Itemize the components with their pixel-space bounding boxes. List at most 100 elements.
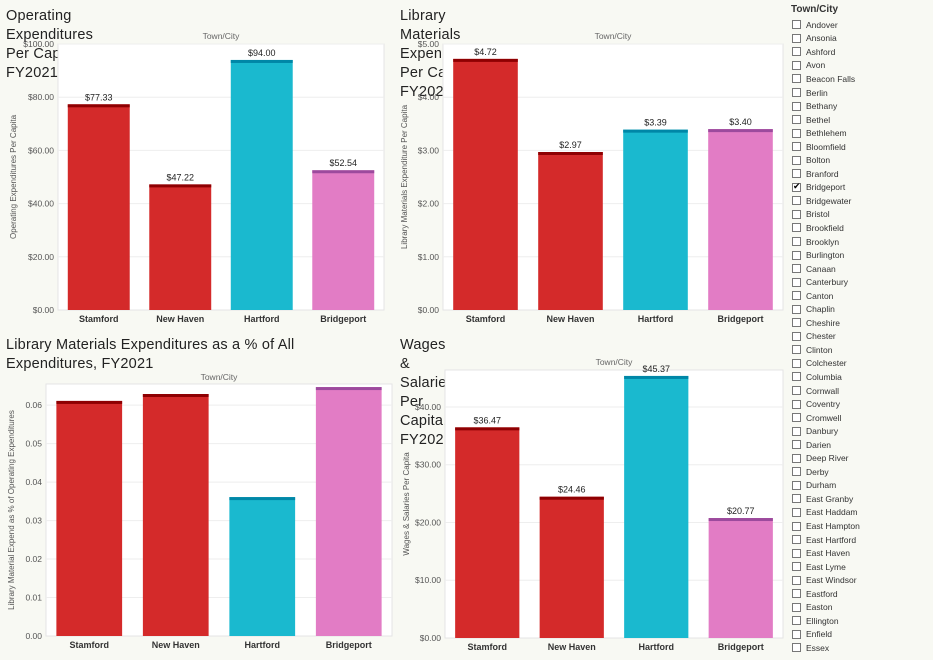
bar-stamford[interactable] — [67, 104, 130, 310]
filter-item[interactable]: Darien — [789, 438, 929, 452]
filter-checkbox[interactable] — [792, 345, 801, 355]
filter-checkbox[interactable] — [792, 440, 801, 450]
filter-item[interactable]: Coventry — [789, 397, 929, 411]
filter-item[interactable]: Durham — [789, 479, 929, 493]
bar-new-haven[interactable] — [142, 394, 209, 636]
filter-checkbox[interactable] — [792, 115, 801, 125]
filter-item[interactable]: Bristol — [789, 208, 929, 222]
bar-stamford[interactable] — [56, 400, 123, 636]
filter-checkbox[interactable] — [792, 318, 801, 328]
filter-checkbox[interactable] — [792, 548, 801, 558]
filter-item[interactable]: Clinton — [789, 343, 929, 357]
filter-checkbox[interactable] — [792, 616, 801, 626]
filter-item[interactable]: Beacon Falls — [789, 72, 929, 86]
filter-item[interactable]: Brookfield — [789, 221, 929, 235]
filter-item[interactable]: East Windsor — [789, 573, 929, 587]
filter-checkbox[interactable] — [792, 47, 801, 57]
bar-hartford[interactable] — [229, 497, 296, 636]
filter-checkbox[interactable] — [792, 264, 801, 274]
filter-checkbox[interactable] — [792, 480, 801, 490]
filter-checkbox[interactable] — [792, 169, 801, 179]
filter-checkbox[interactable] — [792, 521, 801, 531]
filter-item[interactable]: Essex — [789, 641, 929, 655]
filter-item[interactable]: Cromwell — [789, 411, 929, 425]
filter-item[interactable]: Brooklyn — [789, 235, 929, 249]
filter-checkbox[interactable] — [792, 535, 801, 545]
filter-item[interactable]: Colchester — [789, 357, 929, 371]
filter-item[interactable]: Columbia — [789, 370, 929, 384]
filter-checkbox[interactable] — [792, 182, 801, 192]
filter-checkbox[interactable] — [792, 507, 801, 517]
filter-checkbox[interactable] — [792, 602, 801, 612]
bar-hartford[interactable] — [623, 129, 688, 310]
filter-checkbox[interactable] — [792, 237, 801, 247]
bar-bridgeport[interactable] — [708, 518, 773, 638]
bar-bridgeport[interactable] — [708, 129, 773, 310]
filter-checkbox[interactable] — [792, 467, 801, 477]
filter-item[interactable]: Bethlehem — [789, 126, 929, 140]
filter-item[interactable]: Branford — [789, 167, 929, 181]
filter-checkbox[interactable] — [792, 250, 801, 260]
filter-checkbox[interactable] — [792, 155, 801, 165]
bar-bridgeport[interactable] — [315, 387, 382, 636]
filter-item[interactable]: Bridgeport — [789, 181, 929, 195]
bar-new-haven[interactable] — [538, 151, 603, 310]
filter-checkbox[interactable] — [792, 562, 801, 572]
filter-checkbox[interactable] — [792, 304, 801, 314]
filter-item[interactable]: Deep River — [789, 452, 929, 466]
filter-item[interactable]: Easton — [789, 601, 929, 615]
filter-checkbox[interactable] — [792, 142, 801, 152]
filter-item[interactable]: East Lyme — [789, 560, 929, 574]
filter-item[interactable]: Avon — [789, 59, 929, 73]
filter-item[interactable]: Eastford — [789, 587, 929, 601]
bar-new-haven[interactable] — [539, 496, 604, 638]
filter-checkbox[interactable] — [792, 426, 801, 436]
bar-stamford[interactable] — [453, 58, 518, 311]
filter-checkbox[interactable] — [792, 209, 801, 219]
filter-checkbox[interactable] — [792, 33, 801, 43]
bar-hartford[interactable] — [624, 375, 689, 638]
filter-checkbox[interactable] — [792, 453, 801, 463]
bar-stamford[interactable] — [455, 427, 520, 638]
bar-bridgeport[interactable] — [312, 170, 375, 310]
filter-checkbox[interactable] — [792, 20, 801, 30]
filter-checkbox[interactable] — [792, 629, 801, 639]
filter-checkbox[interactable] — [792, 331, 801, 341]
filter-item[interactable]: Enfield — [789, 628, 929, 642]
filter-checkbox[interactable] — [792, 101, 801, 111]
filter-item[interactable]: Cheshire — [789, 316, 929, 330]
filter-item[interactable]: Ashford — [789, 45, 929, 59]
filter-checkbox[interactable] — [792, 399, 801, 409]
filter-item[interactable]: Bridgewater — [789, 194, 929, 208]
filter-item[interactable]: East Hampton — [789, 519, 929, 533]
filter-item[interactable]: East Granby — [789, 492, 929, 506]
filter-item[interactable]: Ansonia — [789, 32, 929, 46]
filter-item[interactable]: East Haddam — [789, 506, 929, 520]
filter-checkbox[interactable] — [792, 575, 801, 585]
filter-item[interactable]: Chaplin — [789, 302, 929, 316]
filter-checkbox[interactable] — [792, 386, 801, 396]
filter-item[interactable]: Bethel — [789, 113, 929, 127]
filter-checkbox[interactable] — [792, 291, 801, 301]
filter-checkbox[interactable] — [792, 223, 801, 233]
filter-item[interactable]: Burlington — [789, 248, 929, 262]
filter-checkbox[interactable] — [792, 128, 801, 138]
filter-checkbox[interactable] — [792, 277, 801, 287]
filter-item[interactable]: Andover — [789, 18, 929, 32]
filter-item[interactable]: Cornwall — [789, 384, 929, 398]
filter-item[interactable]: Canton — [789, 289, 929, 303]
filter-item[interactable]: Bolton — [789, 153, 929, 167]
filter-checkbox[interactable] — [792, 372, 801, 382]
filter-checkbox[interactable] — [792, 643, 801, 653]
filter-item[interactable]: East Haven — [789, 546, 929, 560]
filter-checkbox[interactable] — [792, 74, 801, 84]
filter-checkbox[interactable] — [792, 358, 801, 368]
filter-item[interactable]: Chester — [789, 330, 929, 344]
bar-hartford[interactable] — [230, 59, 293, 311]
filter-item[interactable]: Derby — [789, 465, 929, 479]
filter-item[interactable]: Canaan — [789, 262, 929, 276]
filter-item[interactable]: Ellington — [789, 614, 929, 628]
filter-checkbox[interactable] — [792, 88, 801, 97]
filter-item[interactable]: Bethany — [789, 99, 929, 113]
filter-item[interactable]: Berlin — [789, 86, 929, 100]
